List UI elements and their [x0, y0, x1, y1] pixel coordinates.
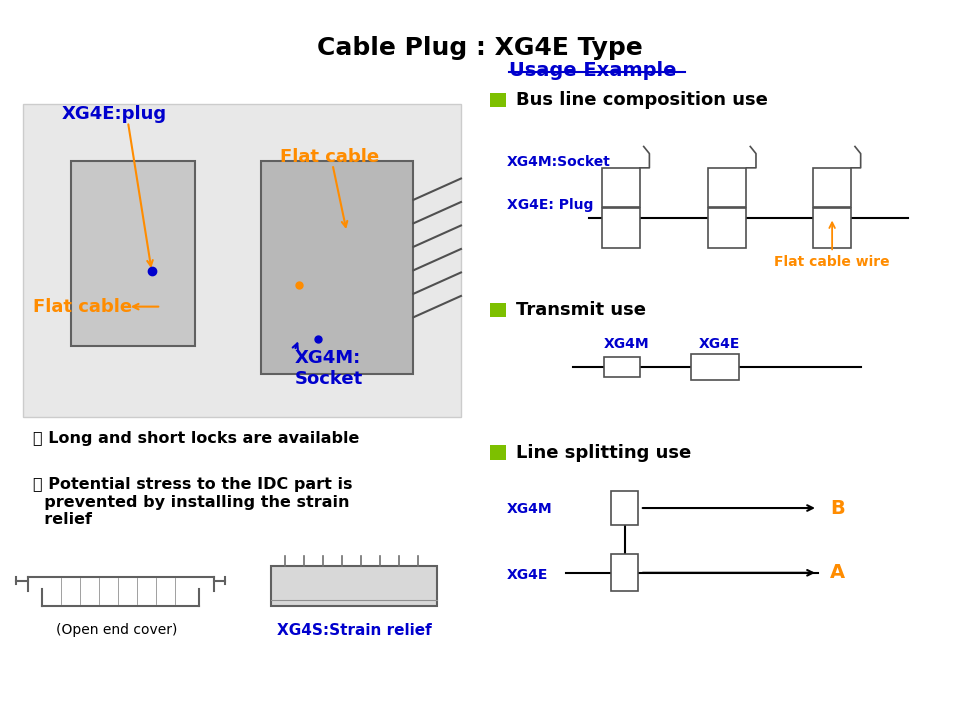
Bar [813, 208, 852, 248]
Bar [708, 208, 747, 248]
Text: B: B [830, 498, 845, 518]
Bar [271, 567, 437, 606]
Text: A: A [830, 563, 846, 582]
Bar [23, 104, 461, 417]
Bar [602, 168, 640, 207]
Text: XG4M:
Socket: XG4M: Socket [295, 349, 363, 388]
Bar [261, 161, 414, 374]
Text: XG4S:Strain relief: XG4S:Strain relief [277, 624, 432, 639]
Bar [813, 168, 852, 207]
Text: XG4E: XG4E [699, 338, 740, 351]
Bar [708, 168, 747, 207]
Bar [612, 491, 638, 525]
Bar [604, 357, 640, 377]
Bar [490, 93, 506, 107]
Text: Flat cable: Flat cable [280, 148, 379, 166]
Text: Flat cable: Flat cable [33, 297, 132, 315]
Bar [691, 354, 739, 380]
Text: XG4M: XG4M [507, 503, 552, 516]
Text: XG4E: Plug: XG4E: Plug [507, 198, 593, 212]
Bar [71, 161, 195, 346]
Text: XG4E: XG4E [507, 568, 548, 582]
Text: Cable Plug : XG4E Type: Cable Plug : XG4E Type [317, 36, 643, 60]
Text: XG4E:plug: XG4E:plug [61, 105, 166, 123]
Bar [490, 446, 506, 459]
Bar [490, 303, 506, 318]
Text: XG4M: XG4M [604, 338, 649, 351]
Text: Bus line composition use: Bus line composition use [516, 91, 768, 109]
Text: (Open end cover): (Open end cover) [56, 624, 178, 637]
Text: Line splitting use: Line splitting use [516, 444, 691, 462]
Text: ・ Potential stress to the IDC part is
  prevented by installing the strain
  rel: ・ Potential stress to the IDC part is pr… [33, 477, 352, 527]
Bar [612, 554, 638, 591]
Bar [602, 208, 640, 248]
Text: XG4M:Socket: XG4M:Socket [507, 155, 611, 169]
Text: Usage Example: Usage Example [509, 61, 676, 80]
Text: ・ Long and short locks are available: ・ Long and short locks are available [33, 431, 359, 446]
Text: Transmit use: Transmit use [516, 301, 646, 319]
Text: Flat cable wire: Flat cable wire [775, 222, 890, 269]
